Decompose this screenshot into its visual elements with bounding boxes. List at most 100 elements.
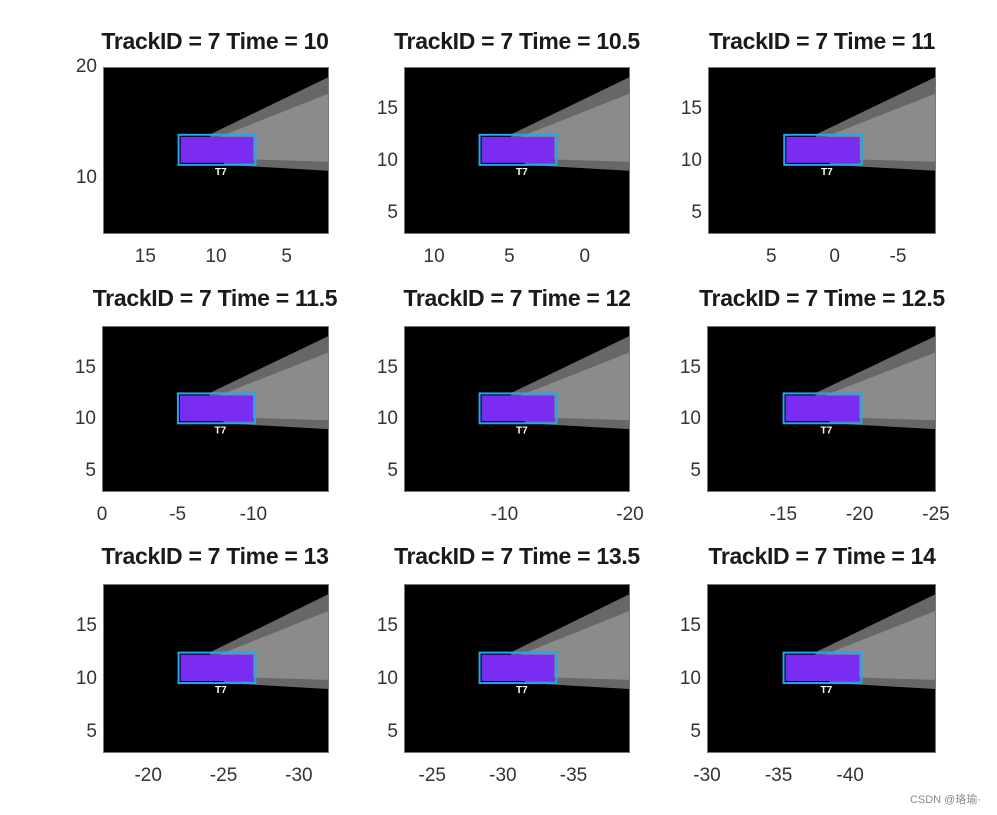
track-box: [177, 651, 257, 685]
track-fill: [179, 395, 254, 422]
y-tick-label: 10: [376, 408, 398, 430]
track-fill: [785, 395, 860, 422]
track-box: [478, 651, 558, 685]
plot-area: T7: [103, 584, 329, 753]
y-tick-label: 5: [690, 720, 701, 742]
plot-area: T7: [102, 326, 329, 492]
subplot-image: T7: [478, 77, 629, 178]
y-tick-label: 10: [376, 149, 398, 171]
subplot-image: T7: [783, 77, 935, 178]
track-box: [782, 651, 863, 685]
track-label: T7: [821, 685, 833, 696]
watermark: CSDN @珞瑜·: [909, 794, 981, 806]
track-label: T7: [516, 685, 528, 696]
track-fill: [785, 654, 860, 682]
y-tick-label: 15: [679, 356, 701, 378]
y-tick-label: 15: [376, 615, 398, 637]
subplot-image: T7: [478, 594, 629, 696]
y-tick-label: 15: [679, 615, 701, 637]
track-label: T7: [215, 685, 227, 696]
x-tick-label: -25: [209, 765, 238, 786]
x-tick-label: 15: [134, 246, 156, 267]
x-tick-label: -10: [490, 504, 519, 525]
track-label: T7: [215, 425, 227, 436]
subplot-image: T7: [782, 594, 935, 696]
y-tick-label: 15: [376, 356, 398, 378]
track-fill: [786, 136, 860, 163]
y-tick-label: 10: [680, 149, 702, 171]
y-tick-label: 5: [387, 202, 398, 224]
y-tick-label: 5: [85, 460, 96, 482]
subplot-title: TrackID = 7 Time = 10.5: [394, 28, 640, 54]
track-box: [478, 133, 558, 166]
y-tick-label: 5: [387, 720, 398, 742]
subplot-image: T7: [177, 77, 328, 178]
track-box: [783, 133, 863, 166]
subplot-title: TrackID = 7 Time = 12: [403, 285, 631, 311]
plot-area: T7: [103, 67, 329, 234]
track-label: T7: [821, 425, 833, 436]
x-tick-label: -20: [134, 765, 162, 786]
subplot-title: TrackID = 7 Time = 13.5: [394, 543, 640, 569]
x-tick-label: -10: [239, 504, 268, 525]
x-tick-label: -5: [169, 504, 187, 525]
x-tick-label: -15: [769, 504, 798, 525]
plot-area: T7: [707, 326, 936, 492]
plot-area: T7: [708, 67, 936, 234]
x-tick-label: -5: [889, 246, 907, 267]
x-tick-label: 0: [829, 246, 840, 267]
subplot-title: TrackID = 7 Time = 11: [709, 28, 935, 54]
track-fill: [180, 654, 254, 682]
track-box: [177, 133, 257, 166]
subplot-title: TrackID = 7 Time = 10: [101, 28, 329, 54]
x-tick-label: -30: [489, 765, 517, 786]
track-box: [176, 392, 257, 425]
y-tick-label: 5: [387, 460, 398, 482]
subplot-title: TrackID = 7 Time = 13: [101, 543, 329, 569]
track-box: [478, 392, 558, 425]
subplot-image: T7: [176, 336, 328, 436]
x-tick-label: 10: [423, 246, 445, 267]
subplot-title: TrackID = 7 Time = 14: [708, 543, 936, 569]
x-tick-label: -20: [845, 504, 874, 525]
x-tick-label: -25: [418, 765, 446, 786]
y-tick-label: 5: [691, 202, 702, 224]
x-tick-label: -20: [616, 504, 644, 525]
x-tick-label: -35: [764, 765, 793, 786]
subplot-title: TrackID = 7 Time = 11.5: [92, 285, 338, 311]
y-tick-label: 10: [75, 668, 97, 690]
subplot-title: TrackID = 7 Time = 12.5: [699, 285, 945, 311]
x-tick-label: -35: [559, 765, 588, 786]
track-box: [782, 392, 863, 425]
y-tick-label: 20: [75, 56, 97, 77]
x-tick-label: -25: [922, 504, 950, 525]
y-tick-label: 10: [376, 668, 398, 690]
y-tick-label: 15: [376, 97, 398, 119]
x-tick-label: 5: [281, 246, 292, 267]
x-tick-label: 10: [205, 246, 227, 267]
x-tick-label: 5: [504, 246, 515, 267]
y-tick-label: 15: [74, 356, 96, 378]
track-fill: [481, 654, 555, 682]
track-label: T7: [215, 167, 227, 178]
plot-area: T7: [404, 584, 630, 753]
x-tick-label: 5: [766, 246, 777, 267]
y-tick-label: 5: [690, 460, 701, 482]
track-fill: [481, 136, 555, 163]
plot-area: T7: [404, 326, 630, 492]
x-tick-label: -40: [836, 765, 864, 786]
plot-area: T7: [707, 584, 936, 753]
x-tick-label: -30: [693, 765, 721, 786]
x-tick-label: 0: [579, 246, 591, 267]
plot-area: T7: [404, 67, 630, 234]
y-tick-label: 10: [74, 408, 96, 430]
subplot-image: T7: [478, 336, 629, 436]
y-tick-label: 10: [75, 167, 97, 189]
y-tick-label: 10: [679, 408, 701, 430]
track-label: T7: [821, 167, 833, 178]
subplot-image: T7: [177, 594, 328, 696]
y-tick-label: 15: [75, 615, 97, 637]
x-tick-label: 0: [96, 504, 108, 525]
track-label: T7: [516, 425, 528, 436]
track-fill: [481, 395, 555, 422]
